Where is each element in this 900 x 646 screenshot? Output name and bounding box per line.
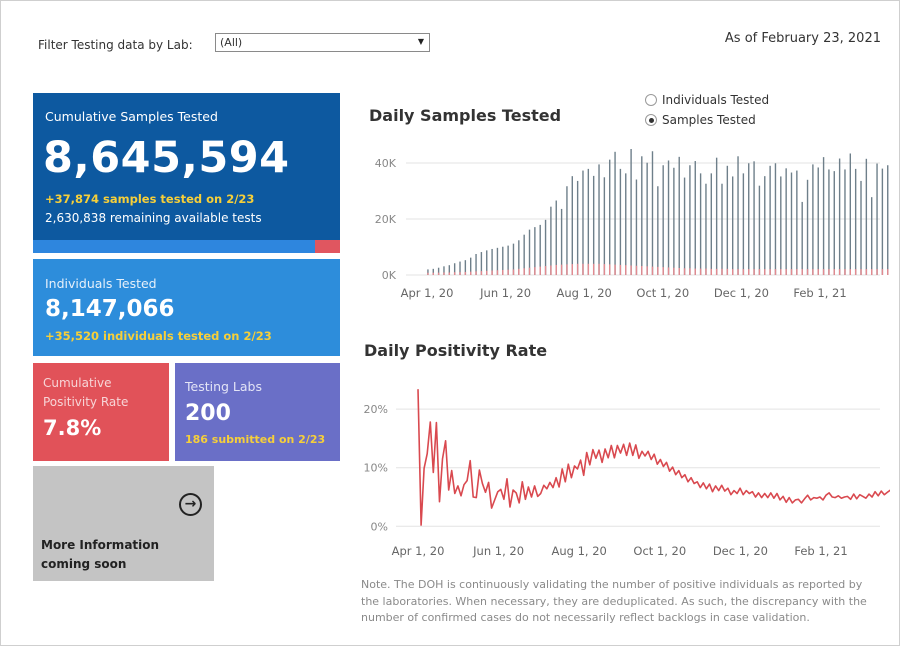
- daily-samples-title: Daily Samples Tested: [369, 106, 562, 125]
- samples-x-tick: Feb 1, 21: [793, 286, 846, 300]
- available-tests-bar: [33, 240, 340, 253]
- lab-filter-select[interactable]: (All) ▼: [215, 33, 430, 52]
- samples-value: 8,645,594: [43, 133, 290, 183]
- labs-value: 200: [185, 401, 231, 426]
- positivity-x-tick: Oct 1, 20: [633, 544, 686, 558]
- daily-positivity-title: Daily Positivity Rate: [364, 341, 548, 360]
- samples-x-tick: Jun 1, 20: [479, 286, 531, 300]
- radio-individuals-label: Individuals Tested: [662, 93, 770, 107]
- positivity-title: Cumulative Positivity Rate: [43, 376, 129, 409]
- individuals-daily: +35,520 individuals tested on 2/23: [45, 329, 272, 343]
- individuals-title: Individuals Tested: [45, 276, 157, 291]
- samples-y-tick: 40K: [375, 157, 397, 170]
- radio-individuals-circle[interactable]: [645, 94, 657, 106]
- radio-samples-circle[interactable]: [645, 114, 657, 126]
- positivity-x-tick: Jun 1, 20: [472, 544, 524, 558]
- positivity-x-tick: Feb 1, 21: [794, 544, 847, 558]
- positivity-value: 7.8%: [43, 416, 102, 440]
- positivity-y-tick: 20%: [364, 403, 388, 416]
- samples-x-tick: Dec 1, 20: [714, 286, 769, 300]
- labs-submitted: 186 submitted on 2/23: [185, 433, 326, 446]
- samples-remaining: 2,630,838 remaining available tests: [45, 211, 262, 225]
- metric-toggle: Individuals Tested Samples Tested: [645, 90, 769, 130]
- dropdown-arrow-icon[interactable]: ▼: [417, 37, 424, 46]
- cumulative-samples-tile: Cumulative Samples Tested 8,645,594 +37,…: [33, 93, 340, 253]
- radio-samples-tested[interactable]: Samples Tested: [645, 110, 769, 130]
- testing-labs-tile: Testing Labs 200 186 submitted on 2/23: [175, 363, 340, 461]
- positivity-x-tick: Aug 1, 20: [552, 544, 607, 558]
- positivity-x-tick: Apr 1, 20: [392, 544, 445, 558]
- positivity-x-tick: Dec 1, 20: [713, 544, 768, 558]
- validation-note: Note. The DOH is continuously validating…: [361, 578, 867, 624]
- more-information-tile[interactable]: → More Information coming soon: [33, 466, 214, 581]
- positivity-y-tick: 10%: [364, 462, 388, 475]
- positivity-line: [417, 389, 890, 526]
- samples-daily: +37,874 samples tested on 2/23: [45, 192, 255, 206]
- individuals-tested-tile: Individuals Tested 8,147,066 +35,520 ind…: [33, 259, 340, 356]
- radio-samples-label: Samples Tested: [662, 113, 756, 127]
- individuals-value: 8,147,066: [45, 296, 175, 322]
- daily-positivity-chart: 0% 10% 20% Apr 1, 20 Jun 1, 20 Aug 1, 20 Oct 1…: [364, 389, 890, 558]
- positivity-y-tick: 0%: [371, 520, 388, 533]
- samples-y-tick: 20K: [375, 213, 397, 226]
- samples-title: Cumulative Samples Tested: [45, 109, 218, 124]
- samples-x-tick: Aug 1, 20: [557, 286, 612, 300]
- samples-x-tick: Apr 1, 20: [401, 286, 454, 300]
- lab-filter-label: Filter Testing data by Lab:: [38, 38, 193, 52]
- labs-title: Testing Labs: [185, 379, 262, 394]
- radio-individuals-tested[interactable]: Individuals Tested: [645, 90, 769, 110]
- samples-x-tick: Oct 1, 20: [636, 286, 689, 300]
- arrow-right-circle-icon[interactable]: →: [179, 493, 202, 516]
- remaining-tests-segment: [315, 240, 340, 253]
- as-of-date: As of February 23, 2021: [724, 31, 881, 46]
- positivity-rate-tile: Cumulative Positivity Rate 7.8%: [33, 363, 169, 461]
- samples-y-tick: 0K: [382, 269, 397, 282]
- daily-samples-chart: 0K 20K 40K Apr 1, 20 Jun 1, 20 Aug 1, 20 Oct 1…: [375, 149, 889, 300]
- lab-filter-value: (All): [220, 36, 243, 49]
- more-info-text: More Information coming soon: [41, 538, 160, 571]
